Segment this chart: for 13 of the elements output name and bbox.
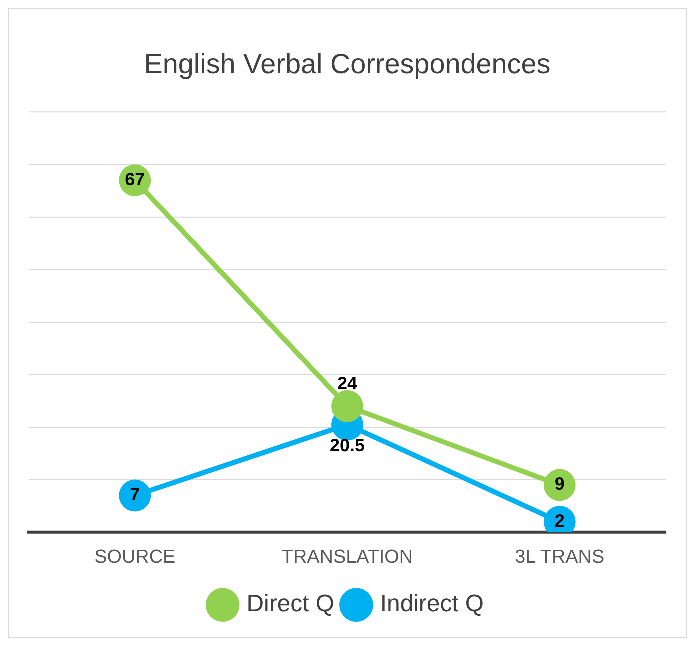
x-tick-label: SOURCE	[94, 547, 176, 568]
data-label: 2	[554, 510, 565, 531]
point	[332, 390, 364, 422]
data-label: 24	[338, 373, 358, 394]
data-label: 20.5	[330, 436, 365, 456]
data-label: 7	[130, 484, 140, 505]
x-tick-label: TRANSLATION	[282, 547, 414, 568]
legend-label: Indirect Q	[380, 590, 484, 618]
chart-title: English Verbal Correspondences	[144, 48, 551, 80]
x-tick-label: 3L TRANS	[515, 547, 605, 568]
data-label: 67	[125, 170, 146, 190]
legend-label: Direct Q	[246, 590, 334, 618]
data-label: 9	[554, 474, 565, 494]
